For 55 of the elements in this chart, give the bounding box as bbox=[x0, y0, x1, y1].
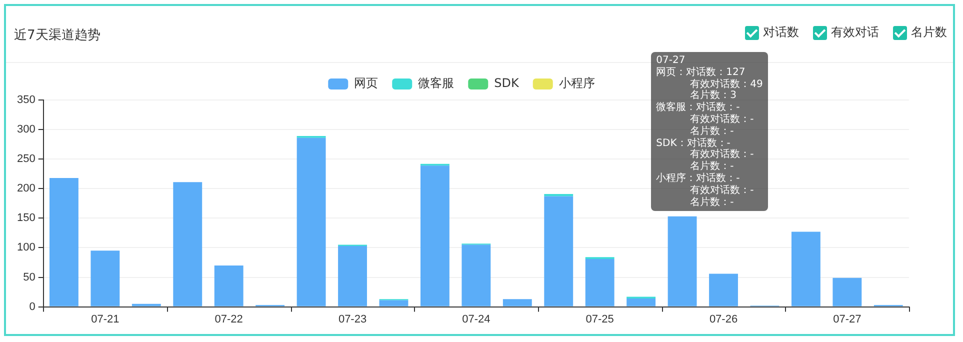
x-tick-label: 07-26 bbox=[709, 313, 738, 326]
bar bbox=[709, 274, 738, 306]
bar bbox=[626, 298, 656, 306]
y-tick-label: 0 bbox=[29, 300, 36, 313]
y-tick-label: 150 bbox=[16, 212, 36, 224]
bar bbox=[338, 246, 367, 306]
bar bbox=[132, 304, 161, 306]
x-tick-label: 07-27 bbox=[833, 313, 862, 326]
legend-label: 微客服 bbox=[418, 76, 454, 90]
annotation: 名片数：- bbox=[689, 126, 735, 138]
y-tick-label: 350 bbox=[16, 94, 36, 106]
bar bbox=[90, 250, 120, 306]
x-tick-label: 07-24 bbox=[462, 313, 490, 326]
x-tick-label: 07-22 bbox=[214, 313, 243, 326]
bar bbox=[544, 194, 574, 196]
y-tick-label: 300 bbox=[16, 124, 36, 136]
x-tick-label: 07-23 bbox=[338, 313, 367, 326]
legend-label: 网页 bbox=[354, 76, 378, 90]
text: 名片数 bbox=[911, 24, 947, 41]
annotation: 有效对话数：- bbox=[689, 114, 755, 126]
bar bbox=[379, 300, 408, 306]
legend-label: 小程序 bbox=[558, 76, 595, 90]
bar bbox=[585, 258, 614, 306]
annotation: 名片数：3 bbox=[689, 90, 738, 102]
bar bbox=[214, 265, 244, 306]
x-tick-label: 07-25 bbox=[586, 313, 614, 326]
text: 网页：对话数：127 bbox=[656, 66, 746, 78]
text: 07-27 bbox=[656, 55, 686, 67]
annotation: 名片数：- bbox=[689, 196, 735, 208]
bar bbox=[420, 166, 450, 306]
text: 有效对话数：49 bbox=[689, 78, 763, 90]
bar bbox=[791, 232, 820, 306]
y-tick-label: 50 bbox=[23, 271, 36, 284]
bar bbox=[296, 138, 326, 306]
y-tick-label: 100 bbox=[16, 242, 36, 254]
annotation: 名片数：- bbox=[689, 161, 735, 172]
chart-title: 近7天渠道趋势 bbox=[14, 27, 100, 44]
bar bbox=[173, 182, 202, 306]
x-tick-label: 07-21 bbox=[91, 313, 120, 326]
bar bbox=[502, 299, 532, 306]
bar bbox=[49, 178, 78, 306]
annotation: 小程序：对话数：- bbox=[656, 172, 741, 184]
annotation: 微客服：对话数：- bbox=[656, 102, 741, 114]
text: 有效对话 bbox=[831, 24, 879, 41]
y-tick-label: 200 bbox=[16, 182, 36, 195]
annotation: 有效对话数：- bbox=[689, 184, 755, 196]
bar bbox=[544, 196, 574, 306]
annotation: SDK：对话数：- bbox=[656, 138, 730, 149]
bar bbox=[668, 216, 697, 306]
text: 对话数 bbox=[763, 24, 799, 41]
y-tick-label: 250 bbox=[16, 153, 36, 166]
legend-label: SDK bbox=[494, 76, 520, 90]
bar bbox=[832, 278, 862, 306]
bar bbox=[462, 244, 491, 306]
annotation: 有效对话数：- bbox=[689, 149, 755, 160]
